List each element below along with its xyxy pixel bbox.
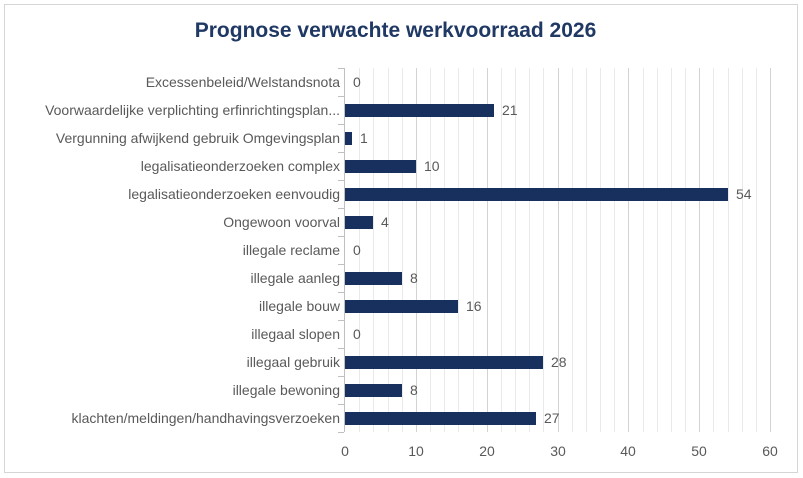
x-axis-tick-label: 40 bbox=[620, 443, 636, 459]
bar bbox=[345, 383, 402, 397]
minor-gridline bbox=[756, 68, 757, 432]
minor-gridline bbox=[572, 68, 573, 432]
minor-gridline bbox=[657, 68, 658, 432]
bar bbox=[345, 215, 373, 229]
minor-gridline bbox=[515, 68, 516, 432]
minor-gridline bbox=[501, 68, 502, 432]
minor-gridline bbox=[543, 68, 544, 432]
major-gridline bbox=[628, 68, 629, 432]
category-label: illegaal gebruik bbox=[246, 354, 340, 370]
minor-gridline bbox=[388, 68, 389, 432]
category-label: Excessenbeleid/Welstandsnota bbox=[145, 74, 340, 90]
bar-value-label: 0 bbox=[353, 74, 361, 90]
category-axis-tick bbox=[338, 208, 344, 209]
minor-gridline bbox=[600, 68, 601, 432]
minor-gridline bbox=[473, 68, 474, 432]
category-label: illegale aanleg bbox=[250, 270, 340, 286]
category-label: Ongewoon voorval bbox=[223, 214, 340, 230]
category-axis-tick bbox=[338, 376, 344, 377]
category-axis-tick bbox=[338, 96, 344, 97]
major-gridline bbox=[487, 68, 488, 432]
bar-value-label: 1 bbox=[360, 130, 368, 146]
category-axis-tick bbox=[338, 432, 344, 433]
x-axis-tick-label: 20 bbox=[479, 443, 495, 459]
category-label: illegale bouw bbox=[259, 298, 340, 314]
major-gridline bbox=[770, 68, 771, 432]
category-axis-tick bbox=[338, 348, 344, 349]
category-axis-tick bbox=[338, 236, 344, 237]
category-axis-tick bbox=[338, 124, 344, 125]
major-gridline bbox=[416, 68, 417, 432]
plot-area: 0 21 1 10 54 4 0 8 16 0 28 8 27 bbox=[338, 68, 771, 433]
minor-gridline bbox=[643, 68, 644, 432]
bar bbox=[345, 187, 728, 201]
category-axis-tick bbox=[338, 292, 344, 293]
bar-value-label: 21 bbox=[502, 102, 518, 118]
category-label: illegale bewoning bbox=[232, 382, 340, 398]
minor-gridline bbox=[671, 68, 672, 432]
category-label: Voorwaardelijke verplichting erfinrichti… bbox=[45, 102, 340, 118]
bar bbox=[345, 271, 402, 285]
bar-value-label: 8 bbox=[410, 270, 418, 286]
minor-gridline bbox=[685, 68, 686, 432]
category-label: illegaal slopen bbox=[251, 326, 340, 342]
bar bbox=[345, 299, 458, 313]
bar-value-label: 27 bbox=[544, 410, 560, 426]
category-axis-tick bbox=[338, 264, 344, 265]
category-axis-tick bbox=[338, 68, 344, 69]
minor-gridline bbox=[713, 68, 714, 432]
minor-gridline bbox=[586, 68, 587, 432]
minor-gridline bbox=[529, 68, 530, 432]
category-label: legalisatieonderzoeken complex bbox=[140, 158, 340, 174]
minor-gridline bbox=[728, 68, 729, 432]
x-axis-tick-label: 60 bbox=[762, 443, 778, 459]
bar bbox=[345, 411, 536, 425]
bar-value-label: 28 bbox=[551, 354, 567, 370]
minor-gridline bbox=[458, 68, 459, 432]
minor-gridline bbox=[359, 68, 360, 432]
category-axis-tick bbox=[338, 320, 344, 321]
minor-gridline bbox=[373, 68, 374, 432]
category-label: illegale reclame bbox=[242, 242, 340, 258]
category-axis-line bbox=[344, 68, 345, 432]
bar bbox=[345, 131, 352, 145]
x-axis-tick-label: 30 bbox=[550, 443, 566, 459]
minor-gridline bbox=[742, 68, 743, 432]
bar-value-label: 10 bbox=[424, 158, 440, 174]
major-gridline bbox=[699, 68, 700, 432]
category-axis-tick bbox=[338, 180, 344, 181]
chart-title: Prognose verwachte werkvoorraad 2026 bbox=[194, 19, 597, 42]
bar bbox=[345, 159, 416, 173]
bar-value-label: 8 bbox=[410, 382, 418, 398]
bar-value-label: 4 bbox=[381, 214, 389, 230]
category-label: Vergunning afwijkend gebruik Omgevingspl… bbox=[55, 130, 340, 146]
minor-gridline bbox=[444, 68, 445, 432]
major-gridline bbox=[558, 68, 559, 432]
bar-value-label: 16 bbox=[466, 298, 482, 314]
minor-gridline bbox=[430, 68, 431, 432]
minor-gridline bbox=[614, 68, 615, 432]
minor-gridline bbox=[402, 68, 403, 432]
bar-value-label: 54 bbox=[736, 186, 752, 202]
x-axis-tick-label: 0 bbox=[341, 443, 349, 459]
x-axis-tick-label: 50 bbox=[691, 443, 707, 459]
bar-value-label: 0 bbox=[353, 242, 361, 258]
bar bbox=[345, 103, 494, 117]
category-label: legalisatieonderzoeken eenvoudig bbox=[128, 186, 340, 202]
bar bbox=[345, 355, 543, 369]
category-axis-tick bbox=[338, 404, 344, 405]
bar-value-label: 0 bbox=[353, 326, 361, 342]
x-axis-tick-label: 10 bbox=[408, 443, 424, 459]
category-label: klachten/meldingen/handhavingsverzoeken bbox=[71, 410, 340, 426]
category-axis-tick bbox=[338, 152, 344, 153]
